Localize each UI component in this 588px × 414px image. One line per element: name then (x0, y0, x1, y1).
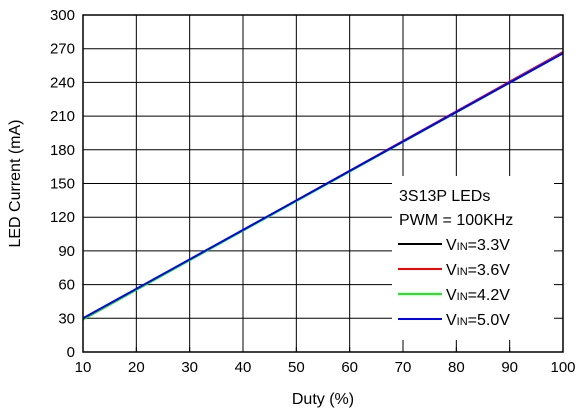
y-tick-label: 90 (58, 243, 75, 260)
legend-label-value: =5.0V (468, 312, 511, 329)
y-tick-label: 0 (67, 344, 75, 361)
legend-label: VIN=3.6V (446, 262, 510, 279)
legend-label: VIN=4.2V (446, 287, 510, 304)
legend-label-main: V (446, 262, 457, 279)
x-tick-label: 100 (550, 359, 575, 376)
series-line (82, 52, 564, 320)
plot-frame (82, 14, 564, 353)
y-axis-title: LED Current (mA) (7, 119, 24, 247)
y-tick-label: 30 (58, 310, 75, 327)
x-tick-label: 20 (128, 359, 145, 376)
x-tick-label: 70 (395, 359, 412, 376)
x-tick-label: 10 (75, 359, 92, 376)
y-tick-label: 240 (50, 74, 75, 91)
legend: 3S13P LEDs PWM = 100KHz VIN=3.3VVIN=3.6V… (392, 176, 554, 340)
x-axis-title: Duty (%) (292, 391, 354, 408)
legend-annotation-pwm: PWM = 100KHz (399, 212, 513, 229)
legend-annotation-leds: 3S13P LEDs (399, 188, 490, 205)
legend-label-value: =3.3V (468, 237, 511, 254)
legend-label-main: V (446, 237, 457, 254)
series-lines (82, 51, 564, 321)
x-tick-label: 50 (288, 359, 305, 376)
legend-label-main: V (446, 312, 457, 329)
x-tick-label: 40 (235, 359, 252, 376)
tick-labels: 10 20 30 40 50 60 70 80 90 100 0 30 60 90 120 150 180 210… (50, 7, 576, 376)
legend-label-value: =3.6V (468, 262, 511, 279)
y-tick-label: 60 (58, 277, 75, 294)
y-tick-label: 120 (50, 209, 75, 226)
y-tick-label: 150 (50, 176, 75, 193)
legend-label: VIN=3.3V (446, 237, 510, 254)
y-tick-label: 300 (50, 7, 75, 24)
x-tick-label: 30 (181, 359, 198, 376)
legend-label: VIN=5.0V (446, 312, 510, 329)
x-tick-label: 60 (341, 359, 358, 376)
legend-label-subscript: IN (457, 316, 468, 328)
legend-background (392, 176, 554, 340)
y-tick-label: 270 (50, 41, 75, 58)
legend-label-value: =4.2V (468, 287, 511, 304)
y-tick-label: 210 (50, 108, 75, 125)
legend-label-subscript: IN (457, 241, 468, 253)
legend-label-subscript: IN (457, 291, 468, 303)
x-tick-label: 90 (501, 359, 518, 376)
legend-label-subscript: IN (457, 266, 468, 278)
legend-label-main: V (446, 287, 457, 304)
y-tick-label: 180 (50, 142, 75, 159)
x-tick-label: 80 (448, 359, 465, 376)
